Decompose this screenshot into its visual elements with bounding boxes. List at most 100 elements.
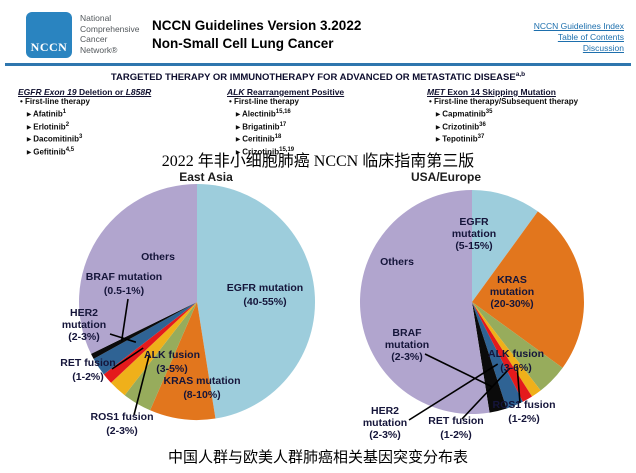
org-name-line: Cancer [80, 34, 108, 44]
drug-footnote: 15,19 [279, 146, 295, 153]
pie-slice-label-line: (1-2%) [440, 429, 472, 441]
drug-item: ▸ Crizotinib15,19 [236, 146, 295, 157]
pie-slice-label-line: (1-2%) [508, 413, 540, 425]
label-leader-line [408, 363, 499, 421]
pie-slice-label-line: EGFR mutation [227, 282, 303, 294]
pie-slice-alk-fusion [472, 302, 563, 391]
pie-slice-label: BRAF mutation (0.5-1%) [86, 271, 162, 297]
drug-footnote: 36 [479, 121, 486, 128]
pie-slice-label: ALK fusion (3-5%) [144, 349, 200, 375]
therapy-column-heading: MET Exon 14 Skipping Mutation [427, 87, 578, 97]
pie-charts-figure: EGFR mutation (40-55%) KRAS mutation (8-10%… [60, 170, 584, 441]
drug-item: ▸ Afatinib1 [27, 109, 67, 119]
therapy-column-0: EGFR Exon 19 Deletion or L858R • First-li… [18, 87, 151, 158]
therapy-column-2: MET Exon 14 Skipping Mutation • First-lin… [427, 87, 578, 145]
title-line-2: Non-Small Cell Lung Cancer [152, 36, 334, 51]
heading-part: L858R [125, 87, 152, 97]
caption-bottom: 中国人群与欧美人群肺癌相关基因突变分布表 [167, 450, 468, 466]
pie-slice-others [359, 190, 490, 414]
title-line-1: NCCN Guidelines Version 3.2022 [152, 18, 362, 33]
pie-slice-label: ALK fusion (3-6%) [488, 348, 544, 374]
pie-slice-ros1-fusion [472, 302, 541, 397]
pie-slice-label-line: mutation [62, 319, 106, 331]
header-link[interactable]: NCCN Guidelines Index [533, 21, 624, 31]
drug-footnote: 3 [79, 134, 83, 141]
pie-slice-label-line: (2-3%) [369, 429, 401, 441]
pie-slice-label-line: Others [141, 251, 175, 263]
pie-slice-label: HER2 mutation (2-3%) [363, 405, 407, 441]
pie-slice-label-line: ALK fusion [488, 348, 544, 360]
drug-footnote: 35 [485, 109, 493, 115]
pie-slice-her2-mutation [472, 302, 523, 409]
pie-slice-label: BRAF mutation (2-3%) [385, 327, 429, 363]
pie-slice-label-line: Others [380, 256, 414, 268]
pie-slice-ret-fusion [103, 302, 197, 383]
pie-slice-label-line: RET fusion [428, 415, 483, 427]
pie-slice-label-line: mutation [490, 286, 534, 298]
org-name-line: National [80, 13, 112, 23]
drug-item: ▸ Gefitinib4,5 [27, 146, 75, 157]
drug-footnote: 17 [279, 121, 287, 128]
header-link[interactable]: Table of Contents [557, 32, 624, 42]
pie-slice-label-line: KRAS mutation [164, 375, 241, 387]
drug-item: ▸ Brigatinib17 [236, 121, 287, 132]
therapy-subheading: • First-line therapy/Subsequent therapy [429, 97, 579, 106]
drug-footnote: 2 [65, 121, 70, 128]
org-name-line: Network® [80, 44, 118, 55]
pie-slice-label-line: KRAS [497, 274, 527, 286]
pie-slice-label-line: mutation [363, 417, 407, 429]
nccn-logo: NCCN [26, 12, 72, 58]
drug-item: ▸ Alectinib15,16 [236, 109, 291, 119]
pie-slice-egfr-mutation [197, 184, 316, 419]
therapy-subheading: • First-line therapy [20, 97, 90, 106]
pie-slice-label-line: mutation [385, 339, 429, 351]
pie-slice-label: ROS1 fusion (2-3%) [90, 411, 153, 437]
drug-footnote: 1 [62, 109, 67, 115]
drug-item: ▸ Dacomitinib3 [27, 134, 83, 144]
heading-part: EGFR Exon 19 [18, 87, 77, 97]
pie-slice-her2-mutation [93, 302, 197, 375]
pie-slice-label: ROS1 fusion (1-2%) [492, 399, 555, 425]
drug-footnote: 18 [274, 134, 282, 141]
org-name: National Comprehensive Cancer Network® [80, 13, 140, 55]
label-leader-line [461, 367, 511, 420]
pie-slice-label: EGFR mutation (5-15%) [452, 216, 496, 252]
heading-part: Deletion or [76, 87, 126, 97]
pie-slice-label: Others [141, 251, 175, 263]
therapy-column-heading: ALK Rearrangement Positive [227, 87, 344, 97]
pie-slice-label: EGFR mutation (40-55%) [227, 282, 303, 308]
pie-slice-label-line: ROS1 fusion [90, 411, 153, 423]
pie-slice-label-line: (2-3%) [106, 425, 138, 437]
pie-slice-kras-mutation [150, 302, 216, 421]
pie-slice-label-line: HER2 [371, 405, 399, 417]
pie-slice-braf-mutation [91, 302, 197, 359]
drug-item: ▸ Tepotinib37 [436, 134, 485, 144]
pie-slice-label-line: EGFR [459, 216, 489, 228]
pie-slice-label: RET fusion (1-2%) [428, 415, 483, 441]
label-leader-line [111, 347, 144, 370]
pie-slice-label: KRAS mutation (8-10%) [164, 375, 241, 401]
label-leader-line [120, 298, 129, 342]
banner-superscript: a,b [515, 71, 526, 78]
pie-chart-title: East Asia [179, 170, 233, 184]
header-links: NCCN Guidelines Index Table of Contents Di… [534, 21, 624, 54]
drug-footnote: 15,16 [275, 109, 291, 115]
therapy-subheading: • First-line therapy [229, 97, 299, 106]
label-leader-line [424, 353, 493, 388]
label-leader-line [133, 354, 151, 416]
pie-slice-label-line: (5-15%) [455, 240, 492, 252]
pie-slice-ros1-fusion [110, 302, 197, 396]
drug-item: ▸ Crizotinib36 [436, 121, 486, 132]
header-link[interactable]: Discussion [582, 43, 624, 53]
pie-chart-usa-europe: EGFR mutation (5-15%)KRAS mutation (20-30%)A… [359, 170, 584, 441]
drug-item: ▸ Erlotinib2 [27, 121, 70, 132]
pie-slice-label-line: HER2 [70, 307, 98, 319]
pie-slice-kras-mutation [472, 211, 584, 368]
pie-slice-egfr-mutation [472, 190, 538, 302]
pie-slice-label-line: (2-3%) [68, 331, 100, 343]
pie-slice-label-line: (3-5%) [156, 363, 188, 375]
nccn-logo-text: NCCN [30, 40, 68, 54]
pie-slice-label: Others [380, 256, 414, 268]
section-banner: TARGETED THERAPY OR IMMUNOTHERAPY FOR AD… [0, 71, 636, 83]
pie-slice-label-line: ALK fusion [144, 349, 200, 361]
